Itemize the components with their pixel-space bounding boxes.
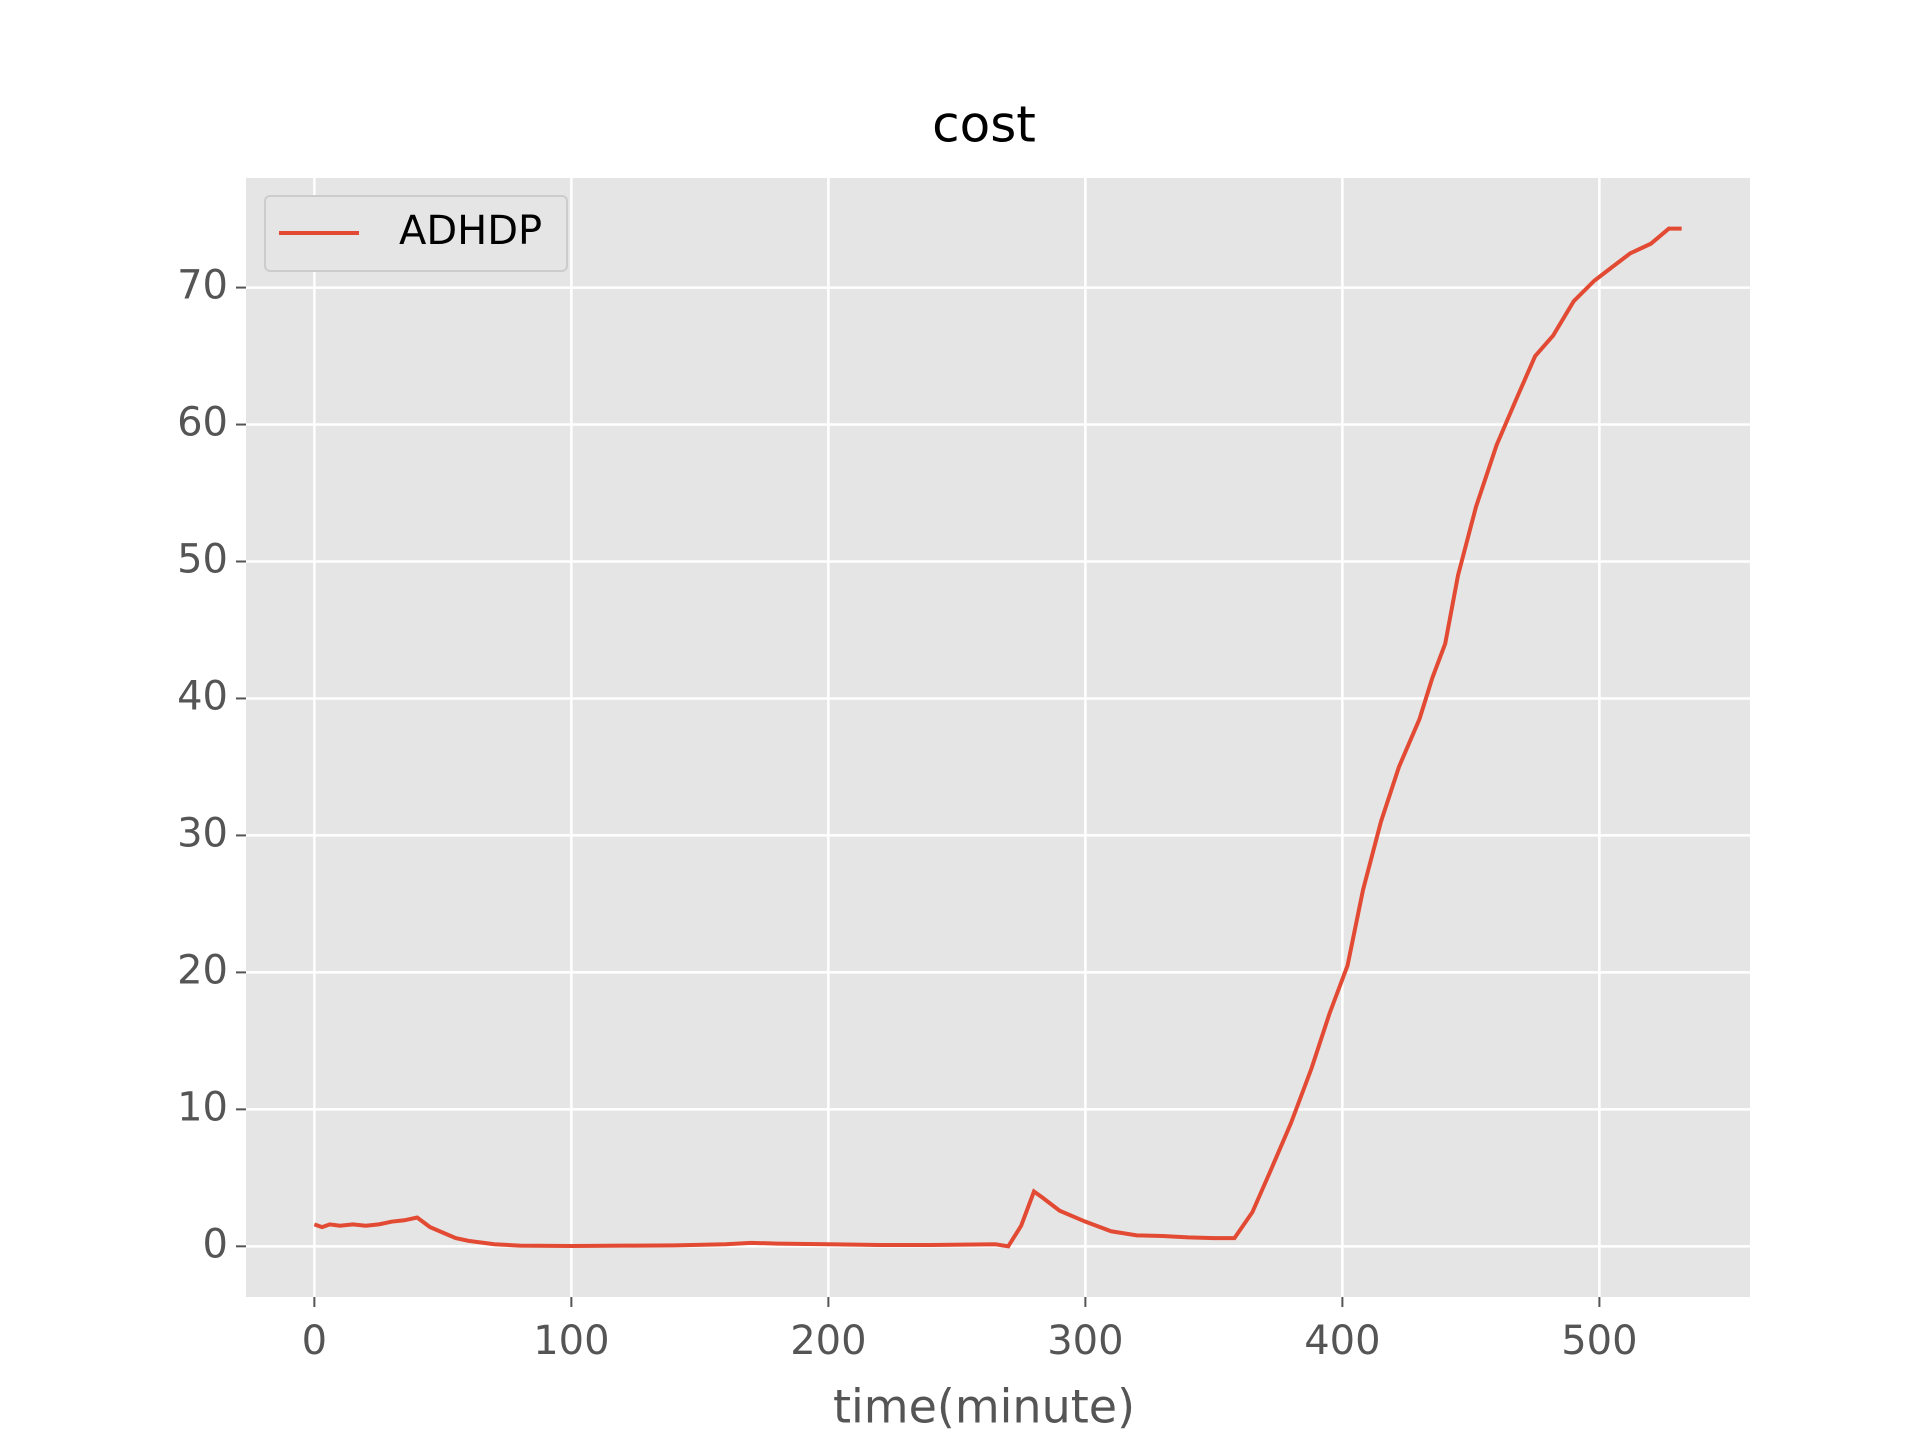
x-tick-label: 300: [1047, 1318, 1123, 1364]
y-tick-label: 40: [177, 673, 228, 719]
legend-label: ADHDP: [399, 208, 542, 254]
y-tick-label: 50: [177, 537, 228, 583]
plot-area: [246, 178, 1750, 1297]
y-tick-label: 0: [203, 1221, 228, 1267]
y-tick-label: 20: [177, 947, 228, 993]
x-axis-label: time(minute): [833, 1380, 1135, 1434]
y-tick-label: 10: [177, 1084, 228, 1130]
legend-frame: [264, 195, 568, 272]
x-tick-label: 200: [790, 1318, 866, 1364]
y-tick-label: 30: [177, 810, 228, 856]
chart-title: cost: [932, 96, 1036, 154]
x-tick-label: 100: [533, 1318, 609, 1364]
x-tick-label: 0: [302, 1318, 327, 1364]
x-tick-label: 400: [1304, 1318, 1380, 1364]
y-tick-label: 60: [177, 400, 228, 446]
data-line: [313, 226, 1682, 1249]
y-tick-label: 70: [177, 263, 228, 309]
x-tick-label: 500: [1561, 1318, 1637, 1364]
